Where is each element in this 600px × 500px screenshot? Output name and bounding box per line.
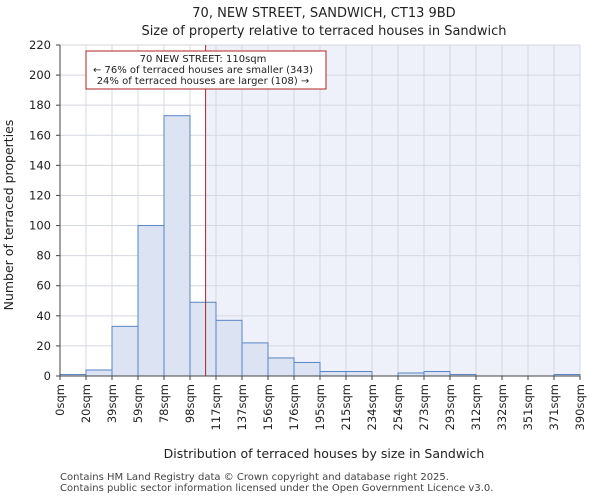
y-tick-label: 0 <box>44 369 51 383</box>
y-tick-label: 100 <box>29 219 51 233</box>
x-tick-label: 78sqm <box>157 384 171 423</box>
y-tick-label: 120 <box>29 188 51 202</box>
histogram-bar <box>111 325 139 377</box>
x-tick-label: 98sqm <box>183 384 197 423</box>
y-tick-label: 140 <box>29 158 51 172</box>
annotation-frame <box>85 50 327 90</box>
x-tick-label: 293sqm <box>443 384 457 430</box>
annotation-line-1: 70 NEW STREET: 110sqm <box>140 54 267 65</box>
histogram-bar <box>423 370 451 377</box>
y-tick-label: 220 <box>29 38 51 52</box>
histogram-bar <box>293 361 321 377</box>
x-tick-label: 117sqm <box>209 384 223 430</box>
chart-subtitle: Size of property relative to terraced ho… <box>141 24 506 39</box>
x-tick-label: 332sqm <box>495 384 509 430</box>
chart-title: 70, NEW STREET, SANDWICH, CT13 9BD <box>192 6 455 21</box>
histogram-bar <box>267 357 295 377</box>
x-tick-label: 39sqm <box>105 384 119 423</box>
y-tick-label: 180 <box>29 98 51 112</box>
larger-region-shading <box>205 45 580 376</box>
annotation-line-2: ← 76% of terraced houses are smaller (34… <box>93 65 313 76</box>
x-tick-label: 156sqm <box>261 384 275 430</box>
annotation-line-3: 24% of terraced houses are larger (108) … <box>97 76 310 87</box>
histogram-bar <box>189 301 217 377</box>
x-tick-label: 371sqm <box>547 384 561 430</box>
footer-line-2: Contains public sector information licen… <box>60 483 494 494</box>
y-tick-label: 160 <box>29 128 51 142</box>
x-tick-label: 137sqm <box>235 384 249 430</box>
y-tick-label: 200 <box>29 68 51 82</box>
x-tick-label: 390sqm <box>573 384 587 430</box>
y-tick-label: 40 <box>36 309 51 323</box>
histogram-bar <box>85 369 113 377</box>
x-tick-label: 215sqm <box>339 384 353 430</box>
histogram-bar <box>137 225 165 377</box>
x-tick-label: 234sqm <box>365 384 379 430</box>
x-axis-label: Distribution of terraced houses by size … <box>164 446 485 461</box>
y-tick-label: 80 <box>36 249 51 263</box>
histogram-bar <box>241 342 269 377</box>
histogram-bar <box>215 319 243 377</box>
annotation-box: 70 NEW STREET: 110sqm ← 76% of terraced … <box>85 50 327 90</box>
x-tick-label: 273sqm <box>417 384 431 430</box>
histogram-bar <box>319 370 347 377</box>
x-tick-label: 176sqm <box>287 384 301 430</box>
x-tick-label: 20sqm <box>79 384 93 423</box>
x-tick-label: 351sqm <box>521 384 535 430</box>
x-tick-label: 0sqm <box>53 384 67 416</box>
footer-line-1: Contains HM Land Registry data © Crown c… <box>60 472 449 483</box>
x-tick-label: 312sqm <box>469 384 483 430</box>
histogram-bar <box>163 115 191 377</box>
plot-area: 0 20 40 60 80 100 120 140 160 180 200 220 0sqm 20sqm 3… <box>29 38 587 430</box>
y-tick-label: 20 <box>36 339 51 353</box>
x-tick-label: 195sqm <box>313 384 327 430</box>
y-axis-label: Number of terraced properties <box>1 120 16 311</box>
x-tick-label: 254sqm <box>391 384 405 430</box>
y-tick-label: 60 <box>36 279 51 293</box>
histogram-bar <box>345 370 373 377</box>
x-tick-label: 59sqm <box>131 384 145 423</box>
